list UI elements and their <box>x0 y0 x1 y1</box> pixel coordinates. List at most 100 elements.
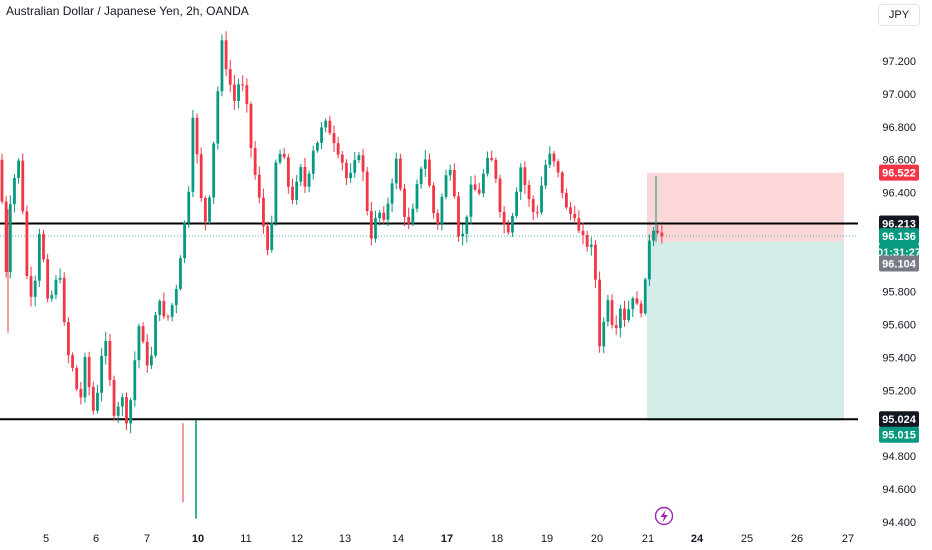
time-tick-label: 11 <box>240 533 251 545</box>
candle-body <box>96 392 99 411</box>
candle-body <box>531 199 535 213</box>
price-axis-panel[interactable] <box>858 0 932 550</box>
candle-body <box>13 177 16 205</box>
stop-loss-zone[interactable] <box>647 172 844 242</box>
candle-body <box>266 226 269 250</box>
candle-body <box>311 150 315 174</box>
candle-body <box>423 159 427 169</box>
candle-body <box>208 197 211 222</box>
candle-body <box>116 406 120 416</box>
candle-body <box>187 191 191 223</box>
candle-body <box>253 148 257 175</box>
price-tick-label: 96.600 <box>882 155 916 167</box>
candle-body <box>224 40 228 70</box>
candle-body <box>411 208 415 224</box>
candle-body <box>652 230 655 241</box>
take-profit-zone[interactable] <box>647 241 844 421</box>
candle-body <box>461 233 465 237</box>
time-tick-label: 19 <box>541 533 553 545</box>
candle-body <box>71 355 74 368</box>
price-tick-label: 94.800 <box>882 451 916 463</box>
position-zones[interactable] <box>647 172 844 421</box>
candle-body <box>415 184 419 209</box>
candle-body <box>573 213 577 219</box>
candle-body <box>569 207 572 214</box>
candle-body <box>482 173 485 194</box>
candle-body <box>195 117 199 155</box>
candle-body <box>589 244 593 247</box>
candle-body <box>440 196 444 224</box>
currency-button[interactable]: JPY <box>878 4 920 26</box>
candle-body <box>349 172 352 179</box>
time-tick-label: 10 <box>192 533 204 545</box>
candle-body <box>274 162 278 223</box>
price-tag-label: 01:31:27 <box>877 247 921 259</box>
candle-body <box>444 175 448 197</box>
candle-body <box>17 160 20 178</box>
candle-body <box>498 178 502 213</box>
candle-body <box>502 212 506 225</box>
candle-body <box>506 224 510 233</box>
candle-body <box>316 142 319 151</box>
candle-body <box>21 160 25 212</box>
price-tag-label: 96.522 <box>882 168 916 180</box>
candle-body <box>150 355 153 366</box>
candle-body <box>278 153 282 163</box>
candle-body <box>83 357 87 398</box>
candle-body <box>511 215 514 233</box>
candle-body <box>581 230 585 236</box>
candle-body <box>87 357 91 387</box>
candle-body <box>46 259 50 299</box>
candle-body <box>515 191 518 216</box>
candle-body <box>104 340 108 357</box>
candle-body <box>336 143 340 155</box>
candle-body <box>220 40 224 92</box>
time-tick-label: 5 <box>43 533 49 545</box>
candle-body <box>324 120 328 128</box>
candle-body <box>241 84 245 86</box>
candle-body <box>552 153 556 162</box>
candle-body <box>585 235 589 247</box>
time-tick-label: 14 <box>392 533 404 545</box>
candle-body <box>137 326 141 361</box>
candle-body <box>598 279 601 347</box>
candle-body <box>125 397 128 424</box>
candle-body <box>643 279 647 314</box>
candle-body <box>527 185 531 200</box>
candle-body <box>602 321 606 347</box>
candle-body <box>419 168 423 185</box>
candle-body <box>162 301 166 317</box>
candle-body <box>91 386 95 411</box>
candle-body <box>565 193 568 208</box>
candle-body <box>262 197 265 227</box>
candle-body <box>577 218 581 231</box>
candle-body <box>245 85 249 105</box>
time-tick-label: 13 <box>339 533 351 545</box>
candle-body <box>42 233 45 260</box>
candle-body <box>490 157 494 160</box>
candle-body <box>328 120 332 134</box>
candle-body <box>369 211 373 239</box>
candle-body <box>519 167 523 192</box>
candle-body <box>170 305 174 317</box>
candle-body <box>54 279 58 295</box>
candle-body <box>191 117 195 192</box>
candle-body <box>112 379 116 416</box>
price-tick-label: 95.400 <box>882 352 916 364</box>
candle-body <box>33 280 37 297</box>
candle-body <box>120 397 124 407</box>
candle-body <box>448 170 452 176</box>
horizontal-lines[interactable] <box>0 222 858 421</box>
time-tick-label: 7 <box>144 533 150 545</box>
candle-body <box>452 170 456 197</box>
candle-body <box>4 201 8 273</box>
candle-body <box>378 212 382 219</box>
candle-body <box>8 204 12 273</box>
price-tick-label: 94.600 <box>882 484 916 496</box>
flash-icon[interactable] <box>654 506 674 526</box>
candle-body <box>548 153 552 165</box>
candle-body <box>25 211 29 276</box>
time-tick-label: 17 <box>441 533 453 545</box>
candle-body <box>212 143 216 198</box>
